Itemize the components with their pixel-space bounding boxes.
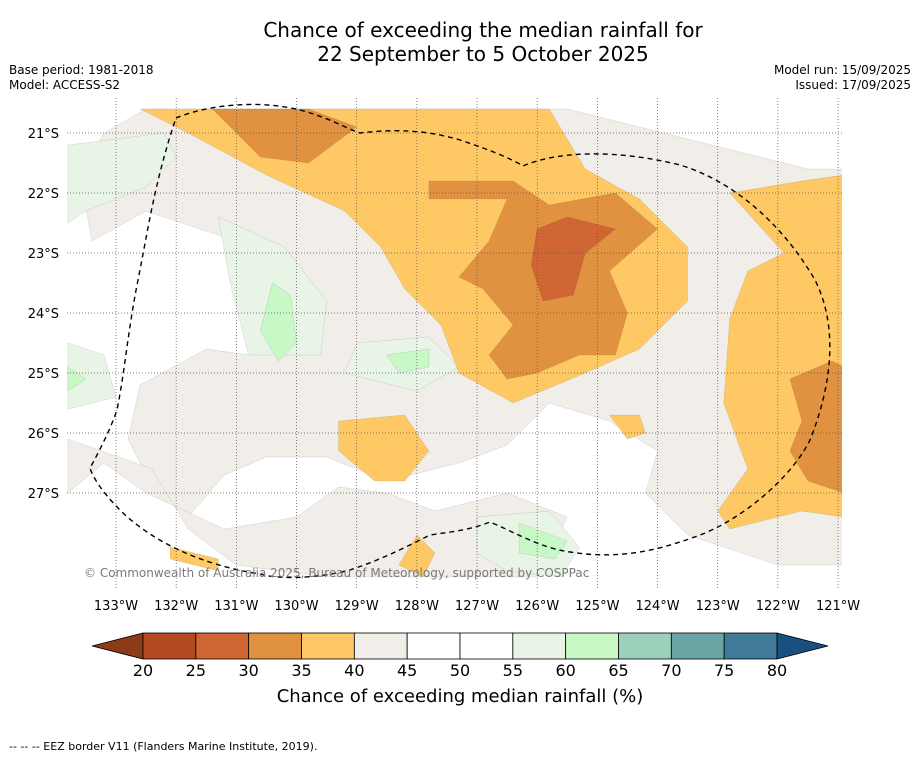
x-tick-label: 130°W — [274, 599, 318, 614]
colorbar-extend-low — [91, 632, 144, 660]
contour-region-60-65 — [518, 522, 568, 560]
colorbar-segment — [723, 632, 778, 660]
colorbar-tick-label: 65 — [608, 661, 628, 680]
colorbar-segment — [459, 632, 514, 660]
colorbar-tick-label: 50 — [450, 661, 470, 680]
gridlines — [67, 98, 842, 590]
colorbar-segment — [670, 632, 725, 660]
chart-title-line2: 22 September to 5 October 2025 — [317, 42, 649, 66]
colorbar-segment — [565, 632, 619, 660]
colorbar-tick-label: 70 — [661, 661, 681, 680]
contour-region-40-45 — [67, 438, 568, 578]
colorbar-tick-label: 45 — [397, 661, 417, 680]
y-tick-label: 25°S — [28, 367, 59, 382]
x-tick-label: 133°W — [94, 599, 138, 614]
colorbar-segment — [195, 632, 250, 660]
colorbar-tick-label: 75 — [714, 661, 734, 680]
colorbar-tick-label: 80 — [767, 661, 787, 680]
y-axis-ticks: 21°S 22°S 23°S 24°S 25°S 26°S 27°S — [28, 127, 59, 502]
colorbar-extend-high — [776, 632, 829, 660]
colorbar-tick-label: 55 — [503, 661, 523, 680]
colorbar-segment — [618, 632, 672, 660]
contour-regions — [67, 108, 842, 578]
x-tick-label: 127°W — [455, 599, 499, 614]
x-tick-label: 125°W — [575, 599, 619, 614]
contour-region-25-30 — [530, 216, 616, 302]
issued-text: Issued: 17/09/2025 — [795, 78, 911, 92]
colorbar-tick-label: 20 — [133, 661, 153, 680]
colorbar-tick-label: 60 — [555, 661, 575, 680]
colorbar-tick-label: 40 — [344, 661, 364, 680]
y-tick-label: 27°S — [28, 487, 59, 502]
meta-left: Base period: 1981-2018 Model: ACCESS-S2 — [9, 63, 154, 93]
x-tick-label: 131°W — [214, 599, 258, 614]
x-tick-label: 126°W — [515, 599, 559, 614]
x-tick-label: 123°W — [696, 599, 740, 614]
chart-title-line1: Chance of exceeding the median rainfall … — [263, 18, 703, 42]
x-tick-label: 122°W — [756, 599, 800, 614]
meta-right: Model run: 15/09/2025 Issued: 17/09/2025 — [774, 63, 911, 93]
x-tick-label: 124°W — [635, 599, 679, 614]
copyright-text: © Commonwealth of Australia 2025, Bureau… — [84, 566, 589, 580]
colorbar-segment — [512, 632, 567, 660]
contour-region-55-60 — [67, 132, 177, 224]
colorbar-label: Chance of exceeding median rainfall (%) — [276, 686, 644, 707]
colorbar-tick-label: 30 — [238, 661, 258, 680]
colorbar-segment — [301, 632, 355, 660]
y-tick-label: 22°S — [28, 187, 59, 202]
colorbar-segment — [353, 632, 408, 660]
chart-title: Chance of exceeding the median rainfall … — [0, 18, 919, 66]
colorbar-segment — [142, 632, 197, 660]
x-tick-label: 128°W — [395, 599, 439, 614]
y-tick-label: 23°S — [28, 247, 59, 262]
y-tick-label: 21°S — [28, 127, 59, 142]
contour-region-35-40 — [338, 414, 430, 482]
eez-footnote: -- -- -- EEZ border V11 (Flanders Marine… — [9, 740, 318, 753]
plot-area: © Commonwealth of Australia 2025, Bureau… — [67, 98, 842, 590]
model-run-text: Model run: 15/09/2025 — [773, 63, 911, 77]
colorbar-segment — [406, 632, 461, 660]
colorbar-tick-label: 35 — [291, 661, 311, 680]
contour-region-35-40 — [169, 546, 219, 572]
colorbar: 20 25 30 35 40 45 50 55 60 65 70 75 80 — [91, 632, 829, 680]
contour-region-60-65 — [386, 348, 430, 374]
y-tick-label: 26°S — [28, 427, 59, 442]
contour-region-35-40 — [398, 534, 436, 578]
x-tick-label: 132°W — [154, 599, 198, 614]
base-period-text: Base period: 1981-2018 — [9, 63, 154, 77]
contour-region-60-65 — [260, 282, 297, 362]
x-axis-ticks: 133°W 132°W 131°W 130°W 129°W 128°W 127°W 126°W… — [94, 599, 860, 614]
x-tick-label: 121°W — [816, 599, 860, 614]
colorbar-tick-label: 25 — [186, 661, 206, 680]
y-tick-label: 24°S — [28, 307, 59, 322]
colorbar-segment — [248, 632, 302, 660]
x-tick-label: 129°W — [335, 599, 379, 614]
model-text: Model: ACCESS-S2 — [9, 78, 121, 92]
contour-region-30-35 — [789, 360, 842, 493]
contour-region-35-40 — [608, 414, 646, 440]
